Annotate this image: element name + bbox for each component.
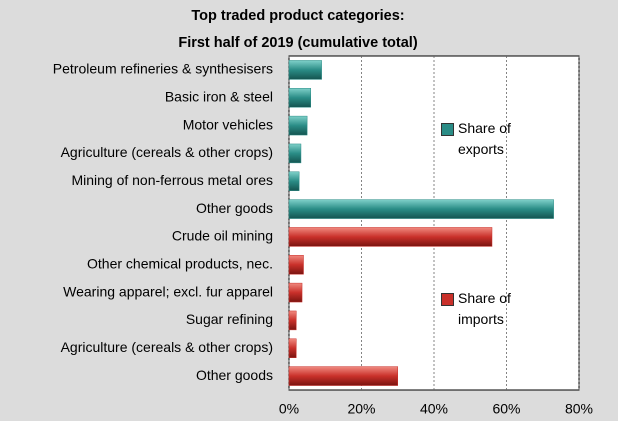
legend-item: Share of imports [441, 288, 528, 330]
y-tick-label: Other goods [196, 200, 273, 216]
x-tick-label: 60% [492, 401, 520, 417]
bar [288, 227, 493, 247]
y-tick-label: Wearing apparel; excl. fur apparel [63, 283, 273, 299]
x-tick-label: 20% [347, 401, 375, 417]
y-tick-label: Sugar refining [186, 311, 273, 327]
x-tick-label: 80% [565, 401, 593, 417]
legend-item: Share of exports [441, 118, 528, 160]
y-tick-label: Mining of non-ferrous metal ores [71, 172, 273, 188]
y-tick-label: Agriculture (cereals & other crops) [61, 144, 273, 160]
chart-title: Top traded product categories: [191, 8, 404, 24]
y-tick-label: Crude oil mining [172, 228, 273, 244]
bar [288, 143, 302, 164]
legend-label: Share of exports [458, 120, 511, 157]
y-tick-label: Other chemical products, nec. [87, 255, 273, 271]
bar [288, 310, 297, 331]
bar [288, 338, 297, 358]
y-tick-label: Basic iron & steel [165, 88, 273, 104]
x-tick-label: 0% [279, 401, 299, 417]
bar [288, 366, 398, 386]
bar [288, 171, 300, 191]
x-tick-label: 40% [420, 401, 448, 417]
y-tick-label: Motor vehicles [183, 116, 273, 132]
legend-swatch [441, 293, 454, 306]
bar [288, 115, 308, 136]
bar [288, 88, 311, 108]
y-tick-label: Petroleum refineries & synthesisers [53, 61, 273, 77]
bar [288, 199, 554, 219]
bar [288, 282, 303, 303]
legend-swatch [441, 123, 454, 136]
bar [288, 60, 322, 80]
y-tick-label: Other goods [196, 367, 273, 383]
bar [288, 255, 304, 275]
plot-area [288, 55, 580, 391]
chart-subtitle: First half of 2019 (cumulative total) [178, 35, 417, 51]
legend-label: Share of imports [458, 290, 511, 327]
y-tick-label: Agriculture (cereals & other crops) [61, 339, 273, 355]
